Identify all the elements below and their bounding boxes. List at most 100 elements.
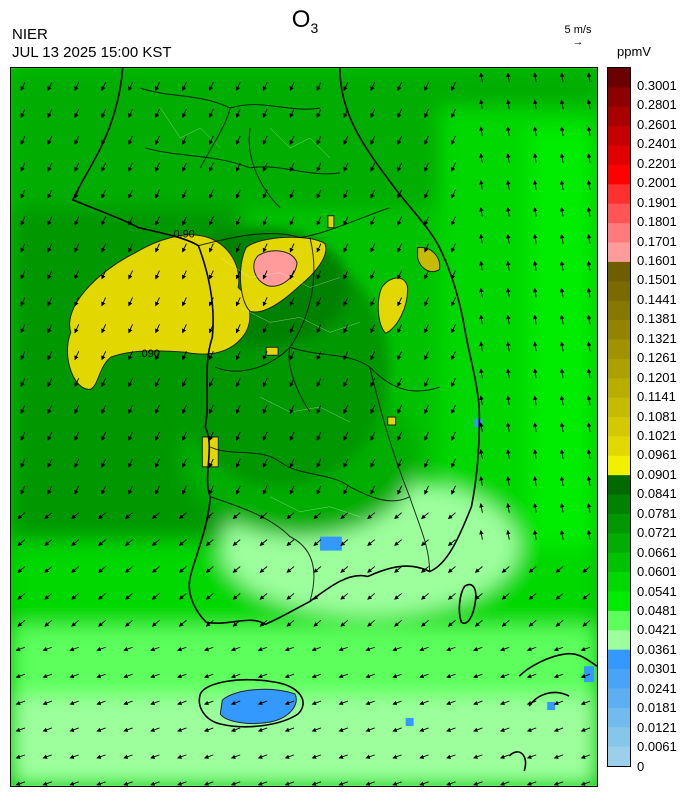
wind-arrow-icon [553, 754, 564, 759]
wind-arrow-icon [316, 485, 322, 495]
wind-arrow-icon [177, 781, 187, 786]
wind-arrow-icon [235, 243, 241, 253]
wind-arrow-icon [451, 108, 456, 119]
wind-arrow-icon [397, 377, 403, 388]
wind-arrow-icon [262, 297, 268, 307]
contour-label: .090 [139, 348, 160, 360]
agency-label: NIER [12, 26, 48, 43]
wind-arrow-icon [20, 485, 26, 495]
wind-arrow-icon [71, 566, 80, 573]
wind-arrow-icon [232, 619, 241, 627]
wind-arrow-icon [150, 754, 160, 759]
wind-arrow-icon [203, 781, 214, 786]
wind-arrow-icon [42, 673, 53, 679]
wind-arrow-icon [151, 593, 160, 600]
colorbar-swatch [608, 630, 630, 651]
wind-arrow-icon [208, 270, 214, 280]
wind-arrow-icon [316, 108, 322, 119]
wind-arrow-icon [182, 297, 187, 307]
colorbar-tick-label: 0.0481 [637, 603, 677, 618]
wind-arrow-icon [182, 216, 187, 226]
wind-arrow-icon [365, 781, 375, 786]
colorbar-tick-label: 0.1701 [637, 233, 677, 249]
wind-arrow-icon [473, 727, 483, 732]
colorbar-swatch [608, 397, 630, 418]
wind-arrow-icon [235, 270, 241, 280]
wind-arrow-icon [446, 646, 456, 652]
wind-arrow-icon [367, 512, 376, 520]
wind-arrow-icon [451, 189, 456, 199]
wind-arrow-icon [392, 727, 402, 732]
wind-arrow-icon [559, 395, 565, 406]
wind-arrow-icon [316, 351, 322, 361]
wind-arrow-icon [397, 404, 403, 415]
wind-arrow-icon [365, 700, 375, 706]
wind-arrow-icon [533, 502, 538, 513]
wind-arrow-icon [208, 377, 214, 388]
wind-arrow-icon [208, 404, 214, 415]
wind-arrow-icon [370, 243, 376, 253]
colorbar [607, 67, 631, 767]
wind-arrow-icon [559, 260, 565, 271]
wind-arrow-icon [397, 135, 403, 145]
colorbar-tick-label: 0.1901 [637, 194, 677, 210]
colorbar-swatch [608, 203, 630, 224]
wind-arrow-icon [74, 297, 80, 307]
wind-arrow-icon [580, 673, 591, 679]
wind-arrow-icon [424, 270, 429, 280]
wind-arrow-icon [533, 206, 538, 217]
colorbar-swatch [608, 513, 630, 534]
colorbar-tick-label: 0.1021 [637, 428, 677, 443]
wind-arrow-icon [586, 72, 592, 83]
ozone-concentration-map[interactable]: 0.90 .090 [10, 67, 598, 787]
wind-arrow-icon [177, 700, 187, 706]
wind-arrow-icon [506, 233, 511, 244]
wind-arrow-icon [451, 324, 456, 334]
wind-arrow-icon [128, 81, 133, 92]
wind-arrow-icon [289, 162, 295, 172]
wind-arrow-icon [20, 135, 26, 145]
wind-arrow-icon [177, 727, 187, 732]
wind-arrow-icon [289, 189, 295, 199]
wind-arrow-icon [289, 108, 295, 119]
wind-arrow-icon [155, 270, 160, 280]
colorbar-swatch [608, 281, 630, 302]
wind-arrow-icon [586, 126, 592, 137]
wind-arrow-icon [555, 593, 564, 600]
wind-arrow-icon [397, 81, 403, 92]
wind-arrow-icon [47, 81, 53, 92]
wind-arrow-icon [370, 458, 376, 468]
wind-arrow-icon [289, 485, 295, 495]
wind-arrow-icon [47, 108, 53, 119]
wind-arrow-icon [474, 593, 483, 600]
wind-arrow-icon [586, 260, 592, 271]
wind-arrow-icon [230, 727, 241, 732]
wind-arrow-icon [392, 646, 402, 652]
wind-arrow-icon [203, 754, 214, 759]
wind-arrow-icon [74, 404, 80, 415]
wind-arrow-icon [370, 81, 376, 92]
wind-arrow-icon [205, 593, 214, 600]
wind-arrow-icon [473, 646, 483, 652]
wind-arrow-icon [365, 754, 375, 759]
wind-arrow-icon [533, 153, 538, 163]
wind-arrow-icon [15, 646, 26, 652]
wind-arrow-icon [262, 324, 268, 334]
wind-arrow-icon [559, 72, 565, 83]
wind-arrow-icon [479, 287, 484, 298]
wind-arrow-icon [501, 593, 510, 600]
colorbar-tick-label: 0.1801 [637, 214, 677, 230]
wind-arrow-icon [506, 99, 511, 110]
wind-arrow-icon [155, 485, 160, 495]
wind-arrow-icon [74, 135, 80, 145]
wind-arrow-icon [370, 485, 376, 495]
wind-arrow-icon [580, 754, 591, 759]
wind-arrow-icon [96, 781, 106, 786]
wind-arrow-icon [128, 297, 133, 307]
wind-arrow-icon [533, 287, 538, 298]
wind-arrow-icon [71, 539, 80, 546]
wind-arrow-icon [182, 243, 187, 253]
colorbar-swatch [608, 164, 630, 185]
wind-arrow-icon [262, 135, 268, 145]
wind-arrow-icon [446, 781, 456, 786]
